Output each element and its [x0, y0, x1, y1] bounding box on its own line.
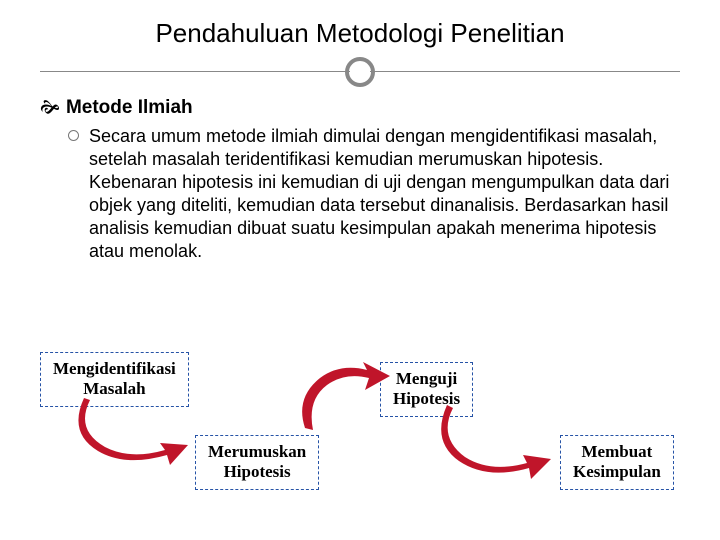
process-diagram: Mengidentifikasi Masalah Merumuskan Hipo…	[40, 340, 680, 510]
arrow-3-icon	[435, 405, 565, 480]
circle-marker-icon	[345, 57, 375, 87]
circle-bullet-icon	[68, 130, 79, 141]
section-header: 🙞 Metode Ilmiah	[40, 97, 680, 119]
rule-left	[40, 71, 350, 72]
step-2-line2: Hipotesis	[224, 462, 291, 481]
slide-container: Pendahuluan Metodologi Penelitian 🙞 Meto…	[0, 0, 720, 540]
section-title: Metode Ilmiah	[66, 97, 193, 119]
title-rule	[40, 57, 680, 87]
rule-right	[370, 71, 680, 72]
step-box-2: Merumuskan Hipotesis	[195, 435, 319, 490]
step-1-line1: Mengidentifikasi	[53, 359, 176, 378]
curl-bullet-icon: 🙞	[40, 97, 60, 119]
step-2-line1: Merumuskan	[208, 442, 306, 461]
step-4-line1: Membuat	[582, 442, 653, 461]
slide-title: Pendahuluan Metodologi Penelitian	[40, 18, 680, 49]
arrow-1-icon	[70, 395, 200, 465]
arrow-2-icon	[295, 358, 395, 438]
body-text: Secara umum metode ilmiah dimulai dengan…	[89, 125, 680, 263]
step-box-4: Membuat Kesimpulan	[560, 435, 674, 490]
step-3-line1: Menguji	[396, 369, 457, 388]
body-paragraph: Secara umum metode ilmiah dimulai dengan…	[40, 125, 680, 263]
step-4-line2: Kesimpulan	[573, 462, 661, 481]
